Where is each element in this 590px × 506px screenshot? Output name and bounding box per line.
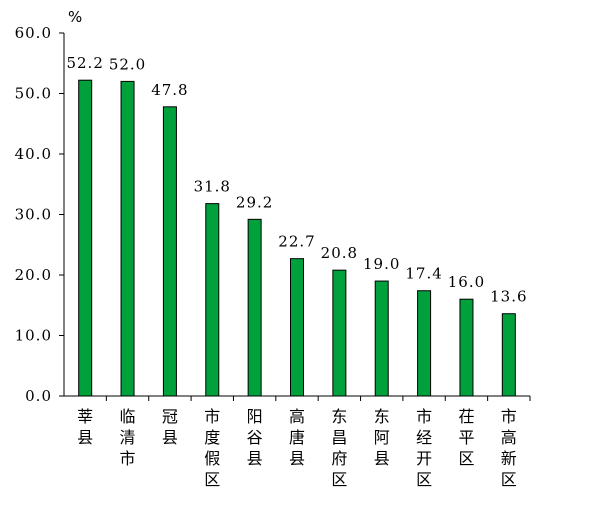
category-label-text: 市度假区 (204, 407, 220, 489)
axes (59, 32, 531, 401)
category-label: 高唐县 (289, 407, 305, 468)
bar (78, 79, 93, 397)
category-label-text: 莘县 (77, 407, 93, 447)
y-tick-label: 50.0 (15, 85, 52, 103)
bar (290, 258, 304, 397)
category-label: 莘县 (77, 407, 93, 447)
y-tick-label: 0.0 (25, 387, 52, 405)
data-label: 52.2 (66, 54, 103, 72)
category-label: 茌平区 (458, 407, 474, 468)
category-label: 临清市 (120, 407, 136, 468)
data-label: 31.8 (194, 178, 231, 196)
y-unit-label: % (68, 8, 82, 26)
category-label: 市高新区 (501, 407, 517, 489)
category-label: 冠县 (162, 407, 178, 447)
y-tick-label: 60.0 (15, 24, 52, 42)
bar (332, 269, 347, 397)
data-label: 22.7 (278, 233, 315, 251)
category-label-text: 市高新区 (501, 407, 517, 489)
bar (247, 218, 262, 397)
category-label: 阳谷县 (247, 407, 263, 468)
data-label: 17.4 (405, 265, 442, 283)
bars (78, 79, 516, 397)
category-label-text: 东阿县 (374, 407, 390, 468)
category-label-text: 东昌府区 (331, 407, 347, 489)
bar (501, 313, 516, 397)
bar (417, 290, 432, 397)
data-labels: 52.2 52.0 47.8 31.8 29.2 22.7 20.8 19.0 17.4 16.0… (66, 54, 527, 306)
y-tick-label: 30.0 (15, 206, 52, 224)
category-label-text: 茌平区 (458, 407, 474, 468)
data-label: 47.8 (151, 81, 188, 99)
bar (374, 280, 389, 397)
category-label-text: 临清市 (120, 407, 136, 468)
category-label: 市经开区 (416, 407, 432, 489)
category-label-text: 冠县 (162, 407, 178, 447)
bar (459, 298, 474, 397)
bar (205, 203, 220, 397)
y-tick-label: 10.0 (15, 327, 52, 345)
y-tick-label: 20.0 (15, 266, 52, 284)
category-label-text: 市经开区 (416, 407, 432, 489)
category-label: 东阿县 (374, 407, 390, 468)
y-tick-labels: 0.0 10.0 20.0 30.0 40.0 50.0 60.0 (15, 24, 52, 405)
data-label: 13.6 (490, 288, 527, 306)
category-label-text: 高唐县 (289, 407, 305, 468)
category-label: 东昌府区 (331, 407, 347, 489)
data-label: 52.0 (109, 55, 146, 73)
category-label-text: 阳谷县 (247, 407, 263, 468)
data-label: 16.0 (448, 273, 485, 291)
category-label: 市度假区 (204, 407, 220, 489)
data-label: 29.2 (236, 193, 273, 211)
bar (162, 106, 177, 397)
data-label: 20.8 (321, 244, 358, 262)
y-tick-label: 40.0 (15, 145, 52, 163)
data-label: 19.0 (363, 255, 400, 273)
category-labels: 莘县 临清市 冠县 市度假区 阳谷县 高唐县 东昌府区 东阿县 市经开区 茌平区 市高新区 (77, 407, 517, 489)
bar (120, 80, 135, 397)
